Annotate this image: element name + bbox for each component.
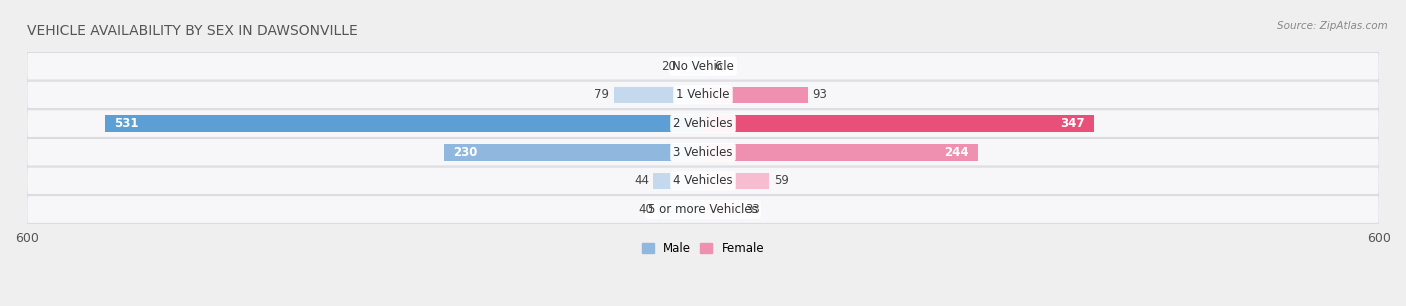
Text: 230: 230 bbox=[453, 146, 477, 159]
Text: 33: 33 bbox=[745, 203, 759, 216]
Bar bbox=[614, 87, 703, 103]
Text: No Vehicle: No Vehicle bbox=[672, 60, 734, 73]
Bar bbox=[444, 144, 703, 161]
Text: 79: 79 bbox=[595, 88, 609, 101]
FancyBboxPatch shape bbox=[27, 167, 1379, 195]
FancyBboxPatch shape bbox=[27, 81, 1379, 109]
Bar bbox=[703, 144, 979, 161]
FancyBboxPatch shape bbox=[27, 196, 1379, 223]
Bar bbox=[703, 58, 710, 75]
Bar bbox=[703, 173, 769, 189]
Bar bbox=[654, 173, 703, 189]
Text: 20: 20 bbox=[661, 60, 676, 73]
Legend: Male, Female: Male, Female bbox=[637, 237, 769, 260]
Text: 5 or more Vehicles: 5 or more Vehicles bbox=[648, 203, 758, 216]
Text: Source: ZipAtlas.com: Source: ZipAtlas.com bbox=[1277, 21, 1388, 32]
FancyBboxPatch shape bbox=[27, 138, 1379, 166]
Text: VEHICLE AVAILABILITY BY SEX IN DAWSONVILLE: VEHICLE AVAILABILITY BY SEX IN DAWSONVIL… bbox=[27, 24, 357, 38]
Bar bbox=[703, 87, 808, 103]
Text: 4 Vehicles: 4 Vehicles bbox=[673, 174, 733, 187]
Bar bbox=[703, 115, 1094, 132]
FancyBboxPatch shape bbox=[27, 53, 1379, 80]
Text: 244: 244 bbox=[945, 146, 969, 159]
Text: 531: 531 bbox=[114, 117, 138, 130]
Text: 93: 93 bbox=[813, 88, 827, 101]
FancyBboxPatch shape bbox=[27, 110, 1379, 137]
Bar bbox=[104, 115, 703, 132]
Text: 3 Vehicles: 3 Vehicles bbox=[673, 146, 733, 159]
Bar bbox=[681, 58, 703, 75]
Text: 59: 59 bbox=[773, 174, 789, 187]
Bar bbox=[658, 201, 703, 218]
Text: 1 Vehicle: 1 Vehicle bbox=[676, 88, 730, 101]
Text: 347: 347 bbox=[1060, 117, 1085, 130]
Text: 40: 40 bbox=[638, 203, 654, 216]
Text: 44: 44 bbox=[634, 174, 650, 187]
Text: 2 Vehicles: 2 Vehicles bbox=[673, 117, 733, 130]
Bar bbox=[703, 201, 740, 218]
Text: 6: 6 bbox=[714, 60, 721, 73]
